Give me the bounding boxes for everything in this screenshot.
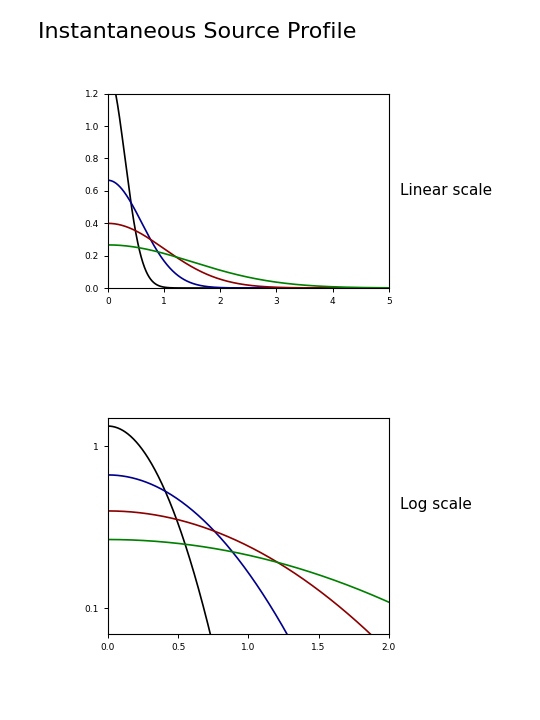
Text: Log scale: Log scale [400,497,471,511]
Text: Instantaneous Source Profile: Instantaneous Source Profile [38,22,356,42]
Text: Linear scale: Linear scale [400,184,492,198]
